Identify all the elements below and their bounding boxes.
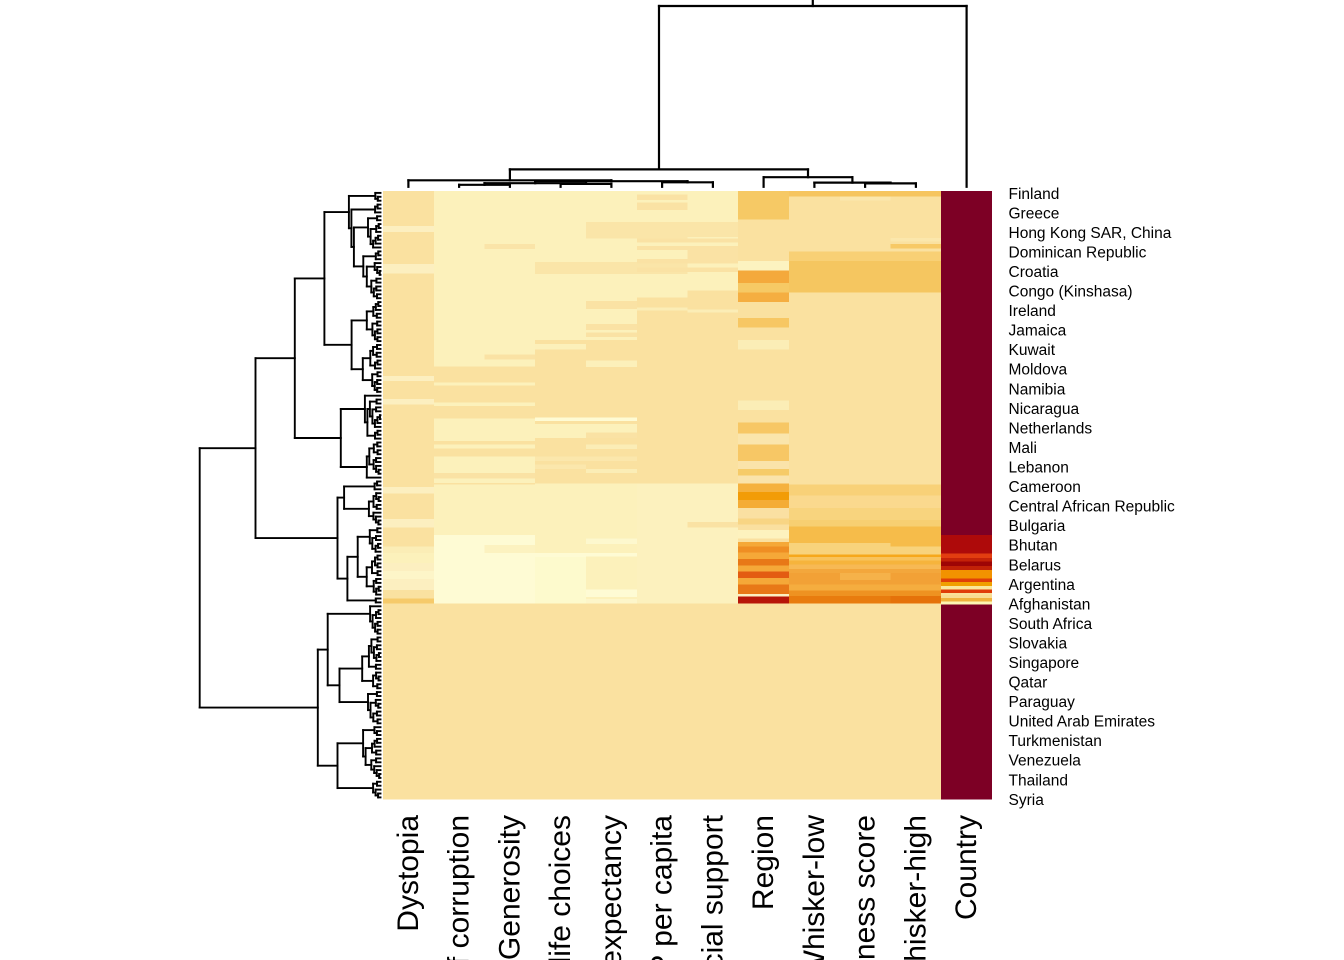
svg-text:Country: Country bbox=[950, 815, 983, 920]
svg-text:Explained by: Social support: Explained by: Social support bbox=[696, 814, 729, 960]
svg-text:Bhutan: Bhutan bbox=[1009, 538, 1058, 555]
svg-text:Thailand: Thailand bbox=[1009, 772, 1068, 789]
svg-text:Hong Kong SAR, China: Hong Kong SAR, China bbox=[1009, 225, 1172, 242]
svg-text:Perceptions of corruption: Perceptions of corruption bbox=[443, 815, 476, 960]
svg-text:Dominican Republic: Dominican Republic bbox=[1009, 245, 1147, 262]
svg-text:Whisker-high: Whisker-high bbox=[899, 815, 932, 960]
svg-text:Freedom to make life choices: Freedom to make life choices bbox=[544, 815, 577, 960]
svg-text:South Africa: South Africa bbox=[1009, 616, 1093, 633]
svg-text:Whisker-low: Whisker-low bbox=[798, 815, 831, 960]
svg-text:Croatia: Croatia bbox=[1009, 264, 1059, 281]
svg-text:Central African Republic: Central African Republic bbox=[1009, 499, 1176, 516]
svg-text:Moldova: Moldova bbox=[1009, 362, 1068, 379]
svg-text:Region: Region bbox=[747, 815, 780, 910]
svg-text:Ireland: Ireland bbox=[1009, 303, 1056, 320]
svg-text:Generosity: Generosity bbox=[493, 815, 526, 960]
svg-text:Paraguay: Paraguay bbox=[1009, 694, 1076, 711]
svg-text:Singapore: Singapore bbox=[1009, 655, 1080, 672]
svg-text:Venezuela: Venezuela bbox=[1009, 753, 1082, 770]
svg-text:Slovakia: Slovakia bbox=[1009, 636, 1068, 653]
svg-text:Bulgaria: Bulgaria bbox=[1009, 518, 1066, 535]
svg-text:Dystopia: Dystopia bbox=[392, 815, 425, 932]
svg-text:Explained by: GDP per capita: Explained by: GDP per capita bbox=[646, 815, 679, 960]
svg-text:Congo (Kinshasa): Congo (Kinshasa) bbox=[1009, 284, 1133, 301]
svg-text:Syria: Syria bbox=[1009, 792, 1045, 809]
svg-text:Healthy life expectancy: Healthy life expectancy bbox=[595, 815, 628, 960]
svg-text:Namibia: Namibia bbox=[1009, 381, 1066, 398]
svg-text:Kuwait: Kuwait bbox=[1009, 342, 1056, 359]
svg-text:Afghanistan: Afghanistan bbox=[1009, 596, 1091, 613]
svg-text:Qatar: Qatar bbox=[1009, 675, 1048, 692]
svg-text:Mali: Mali bbox=[1009, 440, 1037, 457]
svg-text:Finland: Finland bbox=[1009, 186, 1060, 203]
svg-text:Argentina: Argentina bbox=[1009, 577, 1076, 594]
svg-text:Cameroon: Cameroon bbox=[1009, 479, 1081, 496]
svg-text:United Arab Emirates: United Arab Emirates bbox=[1009, 714, 1156, 731]
svg-text:Jamaica: Jamaica bbox=[1009, 323, 1067, 340]
svg-text:Nicaragua: Nicaragua bbox=[1009, 401, 1080, 418]
svg-text:Greece: Greece bbox=[1009, 205, 1060, 222]
svg-text:Turkmenistan: Turkmenistan bbox=[1009, 733, 1102, 750]
svg-text:Lebanon: Lebanon bbox=[1009, 460, 1069, 477]
svg-text:Netherlands: Netherlands bbox=[1009, 420, 1093, 437]
svg-text:Happiness score: Happiness score bbox=[849, 815, 882, 960]
svg-text:Belarus: Belarus bbox=[1009, 557, 1062, 574]
